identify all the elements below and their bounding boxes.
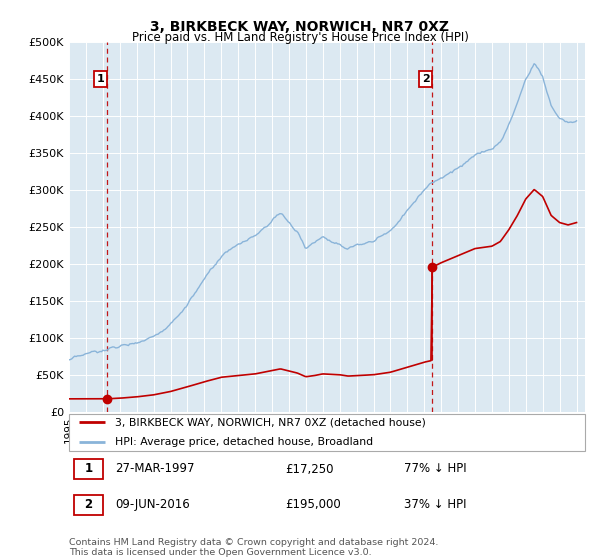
Text: 1: 1 [84, 463, 92, 475]
Text: 3, BIRKBECK WAY, NORWICH, NR7 0XZ: 3, BIRKBECK WAY, NORWICH, NR7 0XZ [151, 20, 449, 34]
Text: 37% ↓ HPI: 37% ↓ HPI [404, 498, 467, 511]
FancyBboxPatch shape [74, 494, 103, 515]
Text: 2: 2 [422, 74, 430, 84]
FancyBboxPatch shape [69, 414, 585, 451]
Text: £17,250: £17,250 [286, 463, 334, 475]
Text: Price paid vs. HM Land Registry's House Price Index (HPI): Price paid vs. HM Land Registry's House … [131, 31, 469, 44]
Text: 09-JUN-2016: 09-JUN-2016 [115, 498, 190, 511]
Text: 2: 2 [84, 498, 92, 511]
Text: 3, BIRKBECK WAY, NORWICH, NR7 0XZ (detached house): 3, BIRKBECK WAY, NORWICH, NR7 0XZ (detac… [115, 417, 427, 427]
FancyBboxPatch shape [74, 459, 103, 479]
Text: HPI: Average price, detached house, Broadland: HPI: Average price, detached house, Broa… [115, 437, 374, 447]
Text: Contains HM Land Registry data © Crown copyright and database right 2024.
This d: Contains HM Land Registry data © Crown c… [69, 538, 439, 557]
Text: £195,000: £195,000 [286, 498, 341, 511]
Text: 77% ↓ HPI: 77% ↓ HPI [404, 463, 467, 475]
Text: 1: 1 [97, 74, 104, 84]
Text: 27-MAR-1997: 27-MAR-1997 [115, 463, 195, 475]
